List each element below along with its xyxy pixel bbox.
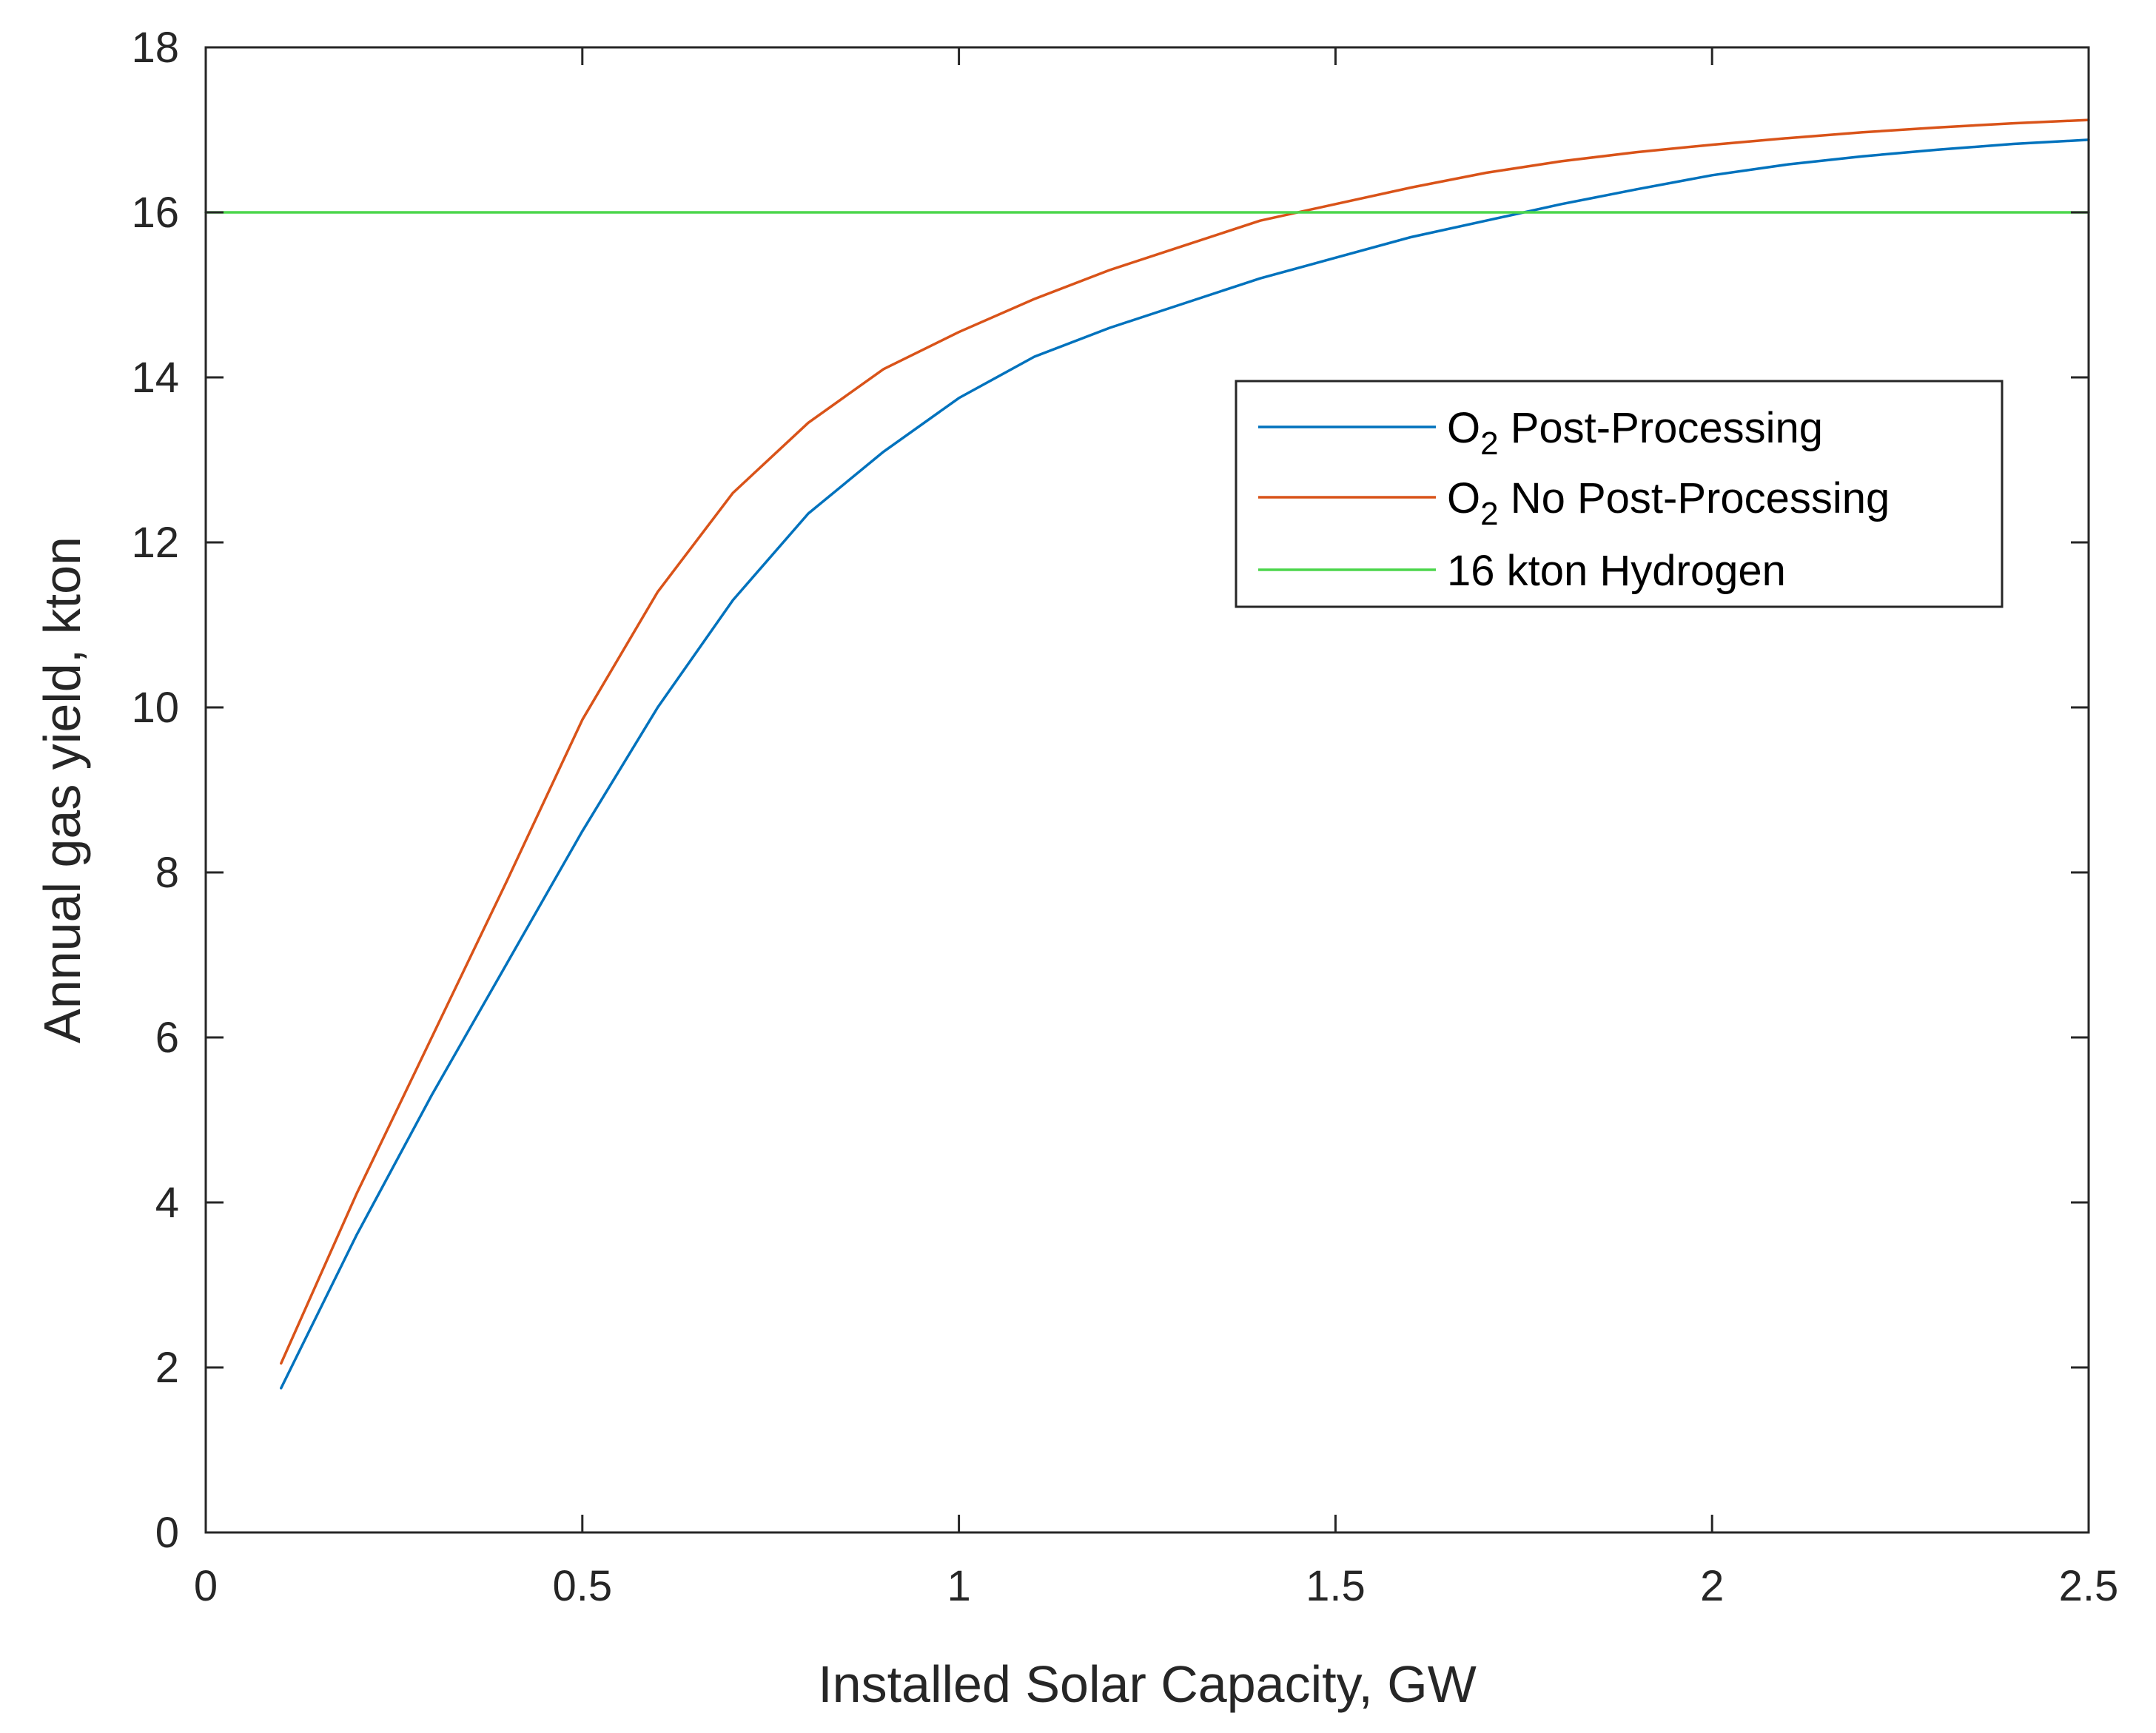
axes-layer: 0 0.5 1 1.5 2 2.5 0 2 4 6 8 10 12 14 16 18 Installed Sol…	[33, 24, 2118, 1713]
y-axis-title: Annual gas yield, kton	[33, 536, 91, 1043]
legend-label-1: O2 Post-Processing	[1447, 404, 1823, 462]
y-tick-label: 12	[131, 519, 179, 567]
y-tick-label: 6	[155, 1014, 179, 1062]
y-tick-label: 0	[155, 1509, 179, 1557]
axes-box	[204, 46, 2090, 1534]
series-line-2	[280, 118, 2090, 1365]
x-tick-label: 0	[194, 1562, 218, 1610]
y-tick-label: 18	[131, 24, 179, 72]
x-tick-label: 1.5	[1306, 1562, 1366, 1610]
y-tick-label: 8	[155, 849, 179, 897]
legend: O2 Post-Processing O2 No Post-Processing 1…	[1235, 380, 2004, 608]
series-line-1	[280, 138, 2090, 1390]
x-axis-title: Installed Solar Capacity, GW	[818, 1655, 1477, 1713]
y-tick-label: 2	[155, 1344, 179, 1392]
x-tick-label: 1	[947, 1562, 970, 1610]
y-tick-label: 10	[131, 684, 179, 732]
x-tick-label: 2	[1700, 1562, 1724, 1610]
x-tick-label: 2.5	[2059, 1562, 2119, 1610]
legend-label-2: O2 No Post-Processing	[1447, 474, 1890, 532]
y-tick-label: 14	[131, 354, 179, 402]
x-tick-label: 0.5	[552, 1562, 612, 1610]
y-tick-label: 4	[155, 1179, 179, 1227]
y-tick-label: 16	[131, 189, 179, 237]
legend-label-3: 16 kton Hydrogen	[1447, 547, 1786, 595]
plot-layer	[204, 118, 2090, 1390]
